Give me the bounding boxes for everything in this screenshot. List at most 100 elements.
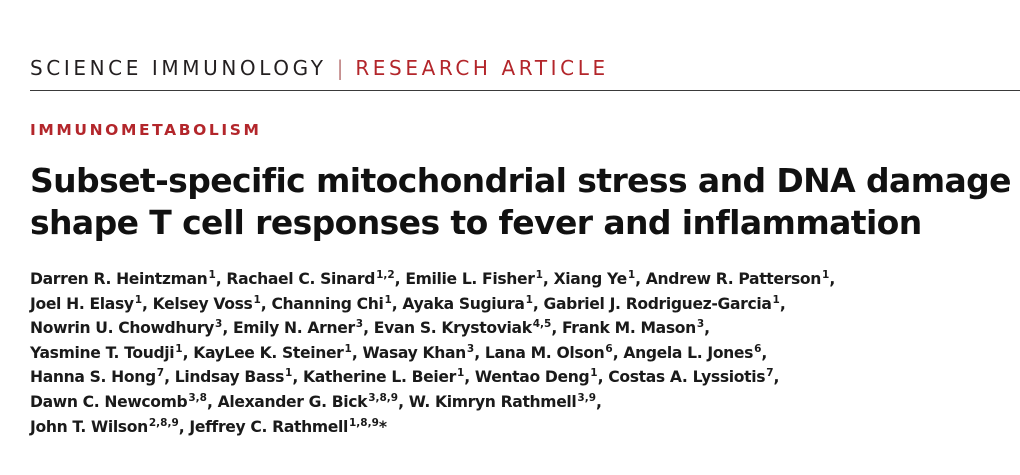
author-name: Lana M. Olson — [484, 343, 605, 362]
article-title: Subset-specific mitochondrial stress and… — [30, 160, 1015, 244]
author: Frank M. Mason3 — [562, 319, 704, 337]
author: Wentao Deng1 — [475, 368, 598, 386]
author-name: KayLee K. Steiner — [193, 343, 344, 362]
author-name: Kelsey Voss — [152, 294, 253, 313]
author-name: Costas A. Lyssiotis — [608, 368, 766, 387]
author-name: Darren R. Heintzman — [30, 270, 208, 288]
author-name: Katherine L. Beier — [302, 368, 456, 387]
author: KayLee K. Steiner1 — [193, 344, 352, 362]
author-affiliation: 3,9 — [577, 391, 597, 404]
author: Emily N. Arner3 — [233, 319, 363, 337]
author-name: Hanna S. Hong — [30, 368, 156, 387]
author-affiliation: 1 — [535, 269, 543, 281]
author: Alexander G. Bick3,8,9 — [218, 393, 398, 411]
author-affiliation: 1 — [525, 293, 533, 306]
author: Evan S. Krystoviak4,5 — [374, 319, 552, 337]
author-name: Dawn C. Newcomb — [30, 392, 188, 411]
author-line: Joel H. Elasy1, Kelsey Voss1, Channing C… — [30, 293, 786, 313]
author-line: John T. Wilson2,8,9, Jeffrey C. Rathmell… — [30, 416, 388, 436]
author-affiliation: 2,8,9 — [148, 416, 179, 429]
article-category: IMMUNOMETABOLISM — [30, 121, 262, 139]
author: Lindsay Bass1 — [175, 368, 293, 386]
author-line: Dawn C. Newcomb3,8, Alexander G. Bick3,8… — [30, 391, 602, 411]
author-name: Channing Chi — [271, 294, 384, 313]
author-affiliation: 1,2 — [376, 269, 395, 281]
author-affiliation: 7 — [766, 367, 774, 380]
author: Yasmine T. Toudji1 — [30, 344, 183, 362]
author-affiliation: 3 — [696, 318, 705, 331]
author-affiliation: 1 — [456, 367, 465, 380]
masthead-separator: | — [336, 56, 344, 80]
author-name: Wasay Khan — [362, 343, 467, 362]
corresponding-author-mark: * — [378, 417, 388, 436]
author-affiliation: 6 — [605, 342, 613, 355]
author-name: Wentao Deng — [474, 368, 590, 387]
author-name: Gabriel J. Rodriguez-Garcia — [543, 294, 772, 313]
author: Gabriel J. Rodriguez-Garcia1 — [543, 293, 780, 313]
title-line: shape T cell responses to fever and infl… — [30, 203, 922, 242]
author-affiliation: 1,8,9 — [348, 416, 379, 429]
author: Andrew R. Patterson1 — [646, 270, 830, 288]
author-affiliation: 1 — [344, 342, 352, 355]
author: Emilie L. Fisher1 — [405, 270, 543, 288]
author: Channing Chi1 — [271, 293, 392, 313]
author: Katherine L. Beier1 — [303, 368, 464, 386]
author: W. Kimryn Rathmell3,9 — [409, 393, 596, 411]
author-affiliation: 7 — [156, 367, 165, 380]
author-name: Rachael C. Sinard — [226, 270, 376, 288]
author: Joel H. Elasy1 — [30, 293, 142, 313]
author-affiliation: 1 — [627, 269, 636, 281]
header-rule — [30, 90, 1020, 91]
author-name: Frank M. Mason — [561, 319, 696, 338]
author-affiliation: 3 — [355, 318, 364, 331]
author: Costas A. Lyssiotis7 — [608, 368, 773, 386]
author-name: Xiang Ye — [553, 270, 628, 288]
author-affiliation: 1 — [772, 293, 780, 306]
author-name: Ayaka Sugiura — [402, 294, 525, 313]
author: Xiang Ye1 — [554, 270, 636, 288]
author-name: W. Kimryn Rathmell — [408, 392, 577, 411]
author-affiliation: 3,8,9 — [368, 391, 399, 404]
author-name: Joel H. Elasy — [30, 294, 134, 313]
author-name: Andrew R. Patterson — [645, 270, 822, 288]
author-name: John T. Wilson — [30, 417, 148, 436]
author-affiliation: 6 — [754, 342, 762, 355]
author-affiliation: 1 — [208, 269, 216, 281]
author-line: Yasmine T. Toudji1, KayLee K. Steiner1, … — [30, 342, 767, 362]
author-affiliation: 1 — [175, 342, 183, 355]
author-name: Emily N. Arner — [232, 319, 355, 338]
title-line: Subset-specific mitochondrial stress and… — [30, 161, 1012, 200]
author-affiliation: 1 — [384, 293, 392, 306]
author: Ayaka Sugiura1 — [402, 293, 533, 313]
author-affiliation: 3 — [466, 342, 475, 355]
author: Lana M. Olson6 — [485, 344, 613, 362]
author-affiliation: 1 — [822, 269, 830, 281]
author-affiliation: 1 — [253, 293, 261, 306]
author: Kelsey Voss1 — [152, 293, 261, 313]
author: Darren R. Heintzman1 — [30, 270, 216, 288]
author-name: Lindsay Bass — [174, 368, 285, 387]
author: Dawn C. Newcomb3,8 — [30, 393, 207, 411]
author-name: Angela L. Jones — [623, 343, 754, 362]
author-name: Yasmine T. Toudji — [30, 343, 175, 362]
author-line: Darren R. Heintzman1, Rachael C. Sinard1… — [30, 269, 835, 288]
journal-name: SCIENCE IMMUNOLOGY — [30, 56, 327, 80]
author: John T. Wilson2,8,9 — [30, 416, 179, 436]
author: Rachael C. Sinard1,2 — [226, 270, 394, 288]
author: Nowrin U. Chowdhury3 — [30, 319, 222, 337]
author-name: Alexander G. Bick — [217, 392, 368, 411]
author-name: Jeffrey C. Rathmell — [189, 417, 348, 436]
author-list: Darren R. Heintzman1, Rachael C. Sinard1… — [30, 267, 1015, 439]
author-affiliation: 1 — [285, 367, 293, 380]
author-line: Hanna S. Hong7, Lindsay Bass1, Katherine… — [30, 367, 780, 387]
author: Angela L. Jones6 — [623, 344, 761, 362]
author-affiliation: 1 — [134, 293, 142, 306]
author-affiliation: 3,8 — [188, 391, 207, 404]
article-section: RESEARCH ARTICLE — [355, 56, 609, 80]
author-affiliation: 4,5 — [532, 318, 552, 331]
author-name: Evan S. Krystoviak — [373, 319, 532, 338]
journal-masthead: SCIENCE IMMUNOLOGY | RESEARCH ARTICLE — [30, 55, 609, 81]
author: Jeffrey C. Rathmell1,8,9* — [189, 416, 388, 436]
author: Hanna S. Hong7 — [30, 368, 164, 386]
author-line: Nowrin U. Chowdhury3, Emily N. Arner3, E… — [30, 318, 710, 338]
